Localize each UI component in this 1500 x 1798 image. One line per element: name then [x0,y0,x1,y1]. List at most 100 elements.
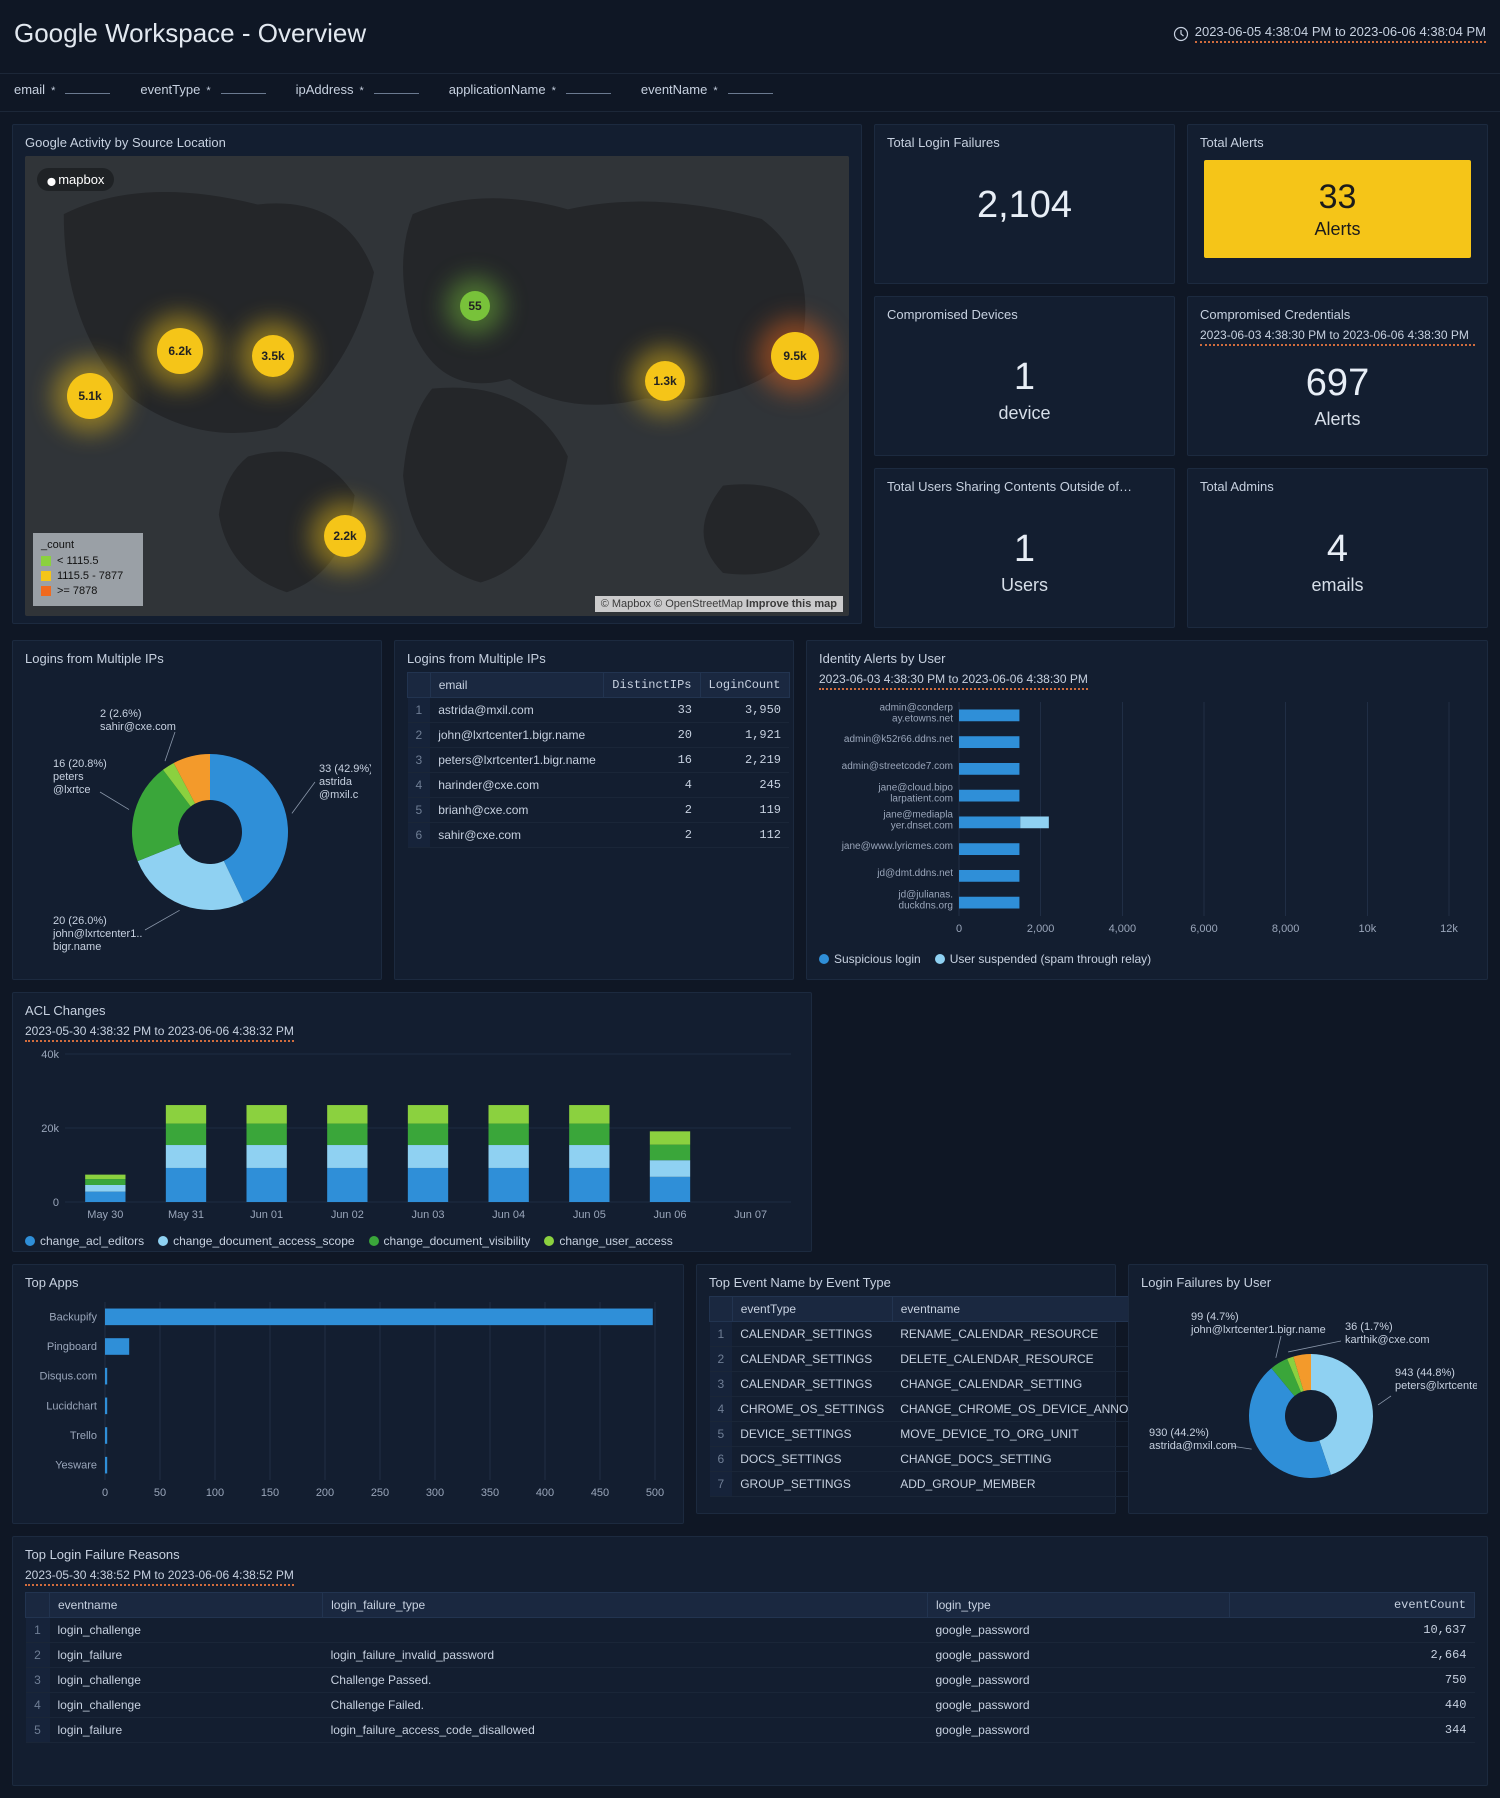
table-row[interactable]: 3peters@lxrtcenter1.bigr.name162,219 [408,748,790,773]
svg-text:930 (44.2%)astrida@mxil.com: 930 (44.2%)astrida@mxil.com [1149,1427,1237,1452]
svg-text:admin@k52r66.ddns.net: admin@k52r66.ddns.net [844,734,953,745]
table-row[interactable]: 3login_challengeChallenge Passed.google_… [26,1668,1475,1693]
svg-text:4,000: 4,000 [1109,923,1137,935]
svg-text:99 (4.7%)john@lxrtcenter1.bigr: 99 (4.7%)john@lxrtcenter1.bigr.name [1190,1311,1326,1336]
time-range-picker[interactable]: 2023-06-05 4:38:04 PM to 2023-06-06 4:38… [1173,24,1486,43]
svg-text:100: 100 [206,1487,224,1499]
map-hotspot[interactable]: 55 [460,291,490,321]
map-hotspot[interactable]: 1.3k [645,361,685,401]
svg-text:450: 450 [591,1487,609,1499]
svg-text:Jun 06: Jun 06 [653,1209,686,1221]
map-hotspot[interactable]: 5.1k [67,373,113,419]
table-row[interactable]: 6sahir@cxe.com2112 [408,823,790,848]
svg-text:Jun 01: Jun 01 [250,1209,283,1221]
table-row[interactable]: 2john@lxrtcenter1.bigr.name201,921 [408,723,790,748]
table-row[interactable]: 5login_failurelogin_failure_access_code_… [26,1718,1475,1743]
stat-comp-creds: Compromised Credentials 2023-06-03 4:38:… [1187,296,1488,456]
svg-text:0: 0 [102,1487,108,1499]
table-row[interactable]: 5brianh@cxe.com2119 [408,798,790,823]
svg-text:20 (26.0%)john@lxrtcenter1..bi: 20 (26.0%)john@lxrtcenter1..bigr.name [52,915,142,953]
top-apps-panel: Top Apps 050100150200250300350400450500B… [12,1264,684,1524]
clock-icon [1173,26,1189,42]
map-area[interactable]: mapbox 5.1k 6.2k 3.5k 55 1.3k 9.5k 2.2k _count… [25,156,849,616]
svg-text:350: 350 [481,1487,499,1499]
svg-text:Backupify: Backupify [49,1311,97,1323]
svg-text:150: 150 [261,1487,279,1499]
map-legend: _count < 1115.51115.5 - 7877>= 7878 [33,533,143,606]
svg-text:2 (2.6%)sahir@cxe.com: 2 (2.6%)sahir@cxe.com [100,708,176,733]
table-row[interactable]: 2CALENDAR_SETTINGSDELETE_CALENDAR_RESOUR… [710,1347,1179,1372]
svg-text:jd@dmt.ddns.net: jd@dmt.ddns.net [876,868,953,879]
filter-eventType[interactable]: eventType* [140,82,265,97]
svg-text:33 (42.9%)astrida@mxil.c: 33 (42.9%)astrida@mxil.c [319,763,371,801]
filter-email[interactable]: email* [14,82,110,97]
top-event-panel: Top Event Name by Event Type eventTypeev… [696,1264,1116,1514]
table-row[interactable]: 3CALENDAR_SETTINGSCHANGE_CALENDAR_SETTIN… [710,1372,1179,1397]
svg-text:Jun 02: Jun 02 [331,1209,364,1221]
svg-text:May 30: May 30 [87,1209,123,1221]
filter-ipAddress[interactable]: ipAddress* [296,82,419,97]
acl-changes-panel: ACL Changes 2023-05-30 4:38:32 PM to 202… [12,992,812,1252]
svg-text:Jun 07: Jun 07 [734,1209,767,1221]
fail-reasons-table[interactable]: eventnamelogin_failure_typelogin_typeeve… [25,1592,1475,1743]
table-row[interactable]: 7GROUP_SETTINGSADD_GROUP_MEMBER [710,1472,1179,1497]
table-row[interactable]: 1login_challengegoogle_password10,637 [26,1618,1475,1643]
svg-text:jane@www.lyricmes.com: jane@www.lyricmes.com [841,841,953,852]
svg-text:May 31: May 31 [168,1209,204,1221]
svg-text:200: 200 [316,1487,334,1499]
stat-users-sharing: Total Users Sharing Contents Outside of…… [874,468,1175,628]
top-event-table[interactable]: eventTypeeventname1CALENDAR_SETTINGSRENA… [709,1296,1179,1497]
map-hotspot[interactable]: 3.5k [252,335,294,377]
svg-text:Trello: Trello [70,1430,97,1442]
svg-text:20k: 20k [41,1123,59,1135]
map-hotspot[interactable]: 2.2k [324,515,366,557]
map-attribution: © Mapbox © OpenStreetMap Improve this ma… [595,596,843,612]
table-row[interactable]: 4login_challengeChallenge Failed.google_… [26,1693,1475,1718]
map-hotspot[interactable]: 6.2k [157,328,203,374]
svg-text:admin@conderpay.etowns.net: admin@conderpay.etowns.net [879,702,953,724]
table-row[interactable]: 5DEVICE_SETTINGSMOVE_DEVICE_TO_ORG_UNIT [710,1422,1179,1447]
svg-text:400: 400 [536,1487,554,1499]
svg-text:Yesware: Yesware [55,1460,97,1472]
pie-logins-multi-ip: Logins from Multiple IPs 33 (42.9%)astri… [12,640,382,980]
svg-text:Disqus.com: Disqus.com [40,1371,97,1383]
page-title: Google Workspace - Overview [14,18,366,49]
table-row[interactable]: 6DOCS_SETTINGSCHANGE_DOCS_SETTING [710,1447,1179,1472]
stat-comp-devices: Compromised Devices 1 device [874,296,1175,456]
filter-bar: email* eventType* ipAddress* applicationNam… [0,73,1500,112]
table-row[interactable]: 2login_failurelogin_failure_invalid_pass… [26,1643,1475,1668]
svg-text:500: 500 [646,1487,664,1499]
svg-text:8,000: 8,000 [1272,923,1300,935]
table-row[interactable]: 4harinder@cxe.com4245 [408,773,790,798]
stat-total-admins: Total Admins 4 emails [1187,468,1488,628]
svg-text:50: 50 [154,1487,166,1499]
svg-text:Jun 03: Jun 03 [411,1209,444,1221]
login-fail-reasons-panel: Top Login Failure Reasons 2023-05-30 4:3… [12,1536,1488,1786]
svg-text:admin@streetcode7.com: admin@streetcode7.com [842,761,953,772]
map-title: Google Activity by Source Location [25,135,849,150]
map-panel: Google Activity by Source Location mapbo… [12,124,862,624]
map-hotspot[interactable]: 9.5k [771,332,819,380]
svg-text:6,000: 6,000 [1190,923,1218,935]
improve-map-link[interactable]: Improve this map [746,598,837,610]
svg-text:40k: 40k [41,1049,59,1061]
multi-ip-table[interactable]: emailDistinctIPsLoginCount1astrida@mxil.… [407,672,790,848]
svg-text:2,000: 2,000 [1027,923,1055,935]
svg-text:943 (44.8%)peters@lxrtcenter1.: 943 (44.8%)peters@lxrtcenter1.bigr.name [1395,1367,1477,1392]
svg-text:10k: 10k [1358,923,1376,935]
stat-login-failures: Total Login Failures 2,104 [874,124,1175,284]
svg-text:Pingboard: Pingboard [47,1341,97,1353]
mapbox-logo: mapbox [37,168,114,191]
filter-applicationName[interactable]: applicationName* [449,82,611,97]
stat-total-alerts: Total Alerts 33 Alerts [1187,124,1488,284]
identity-alerts-panel: Identity Alerts by User 2023-06-03 4:38:… [806,640,1488,980]
table-row[interactable]: 1CALENDAR_SETTINGSRENAME_CALENDAR_RESOUR… [710,1322,1179,1347]
svg-text:300: 300 [426,1487,444,1499]
time-range-label: 2023-06-05 4:38:04 PM to 2023-06-06 4:38… [1195,24,1486,43]
filter-eventName[interactable]: eventName* [641,82,773,97]
table-row[interactable]: 1astrida@mxil.com333,950 [408,698,790,723]
table-row[interactable]: 4CHROME_OS_SETTINGSCHANGE_CHROME_OS_DEVI… [710,1397,1179,1422]
table-logins-multi-ip: Logins from Multiple IPs emailDistinctIP… [394,640,794,980]
login-fail-user-panel: Login Failures by User 943 (44.8%)peters… [1128,1264,1488,1514]
svg-text:36 (1.7%)karthik@cxe.com: 36 (1.7%)karthik@cxe.com [1345,1321,1430,1346]
